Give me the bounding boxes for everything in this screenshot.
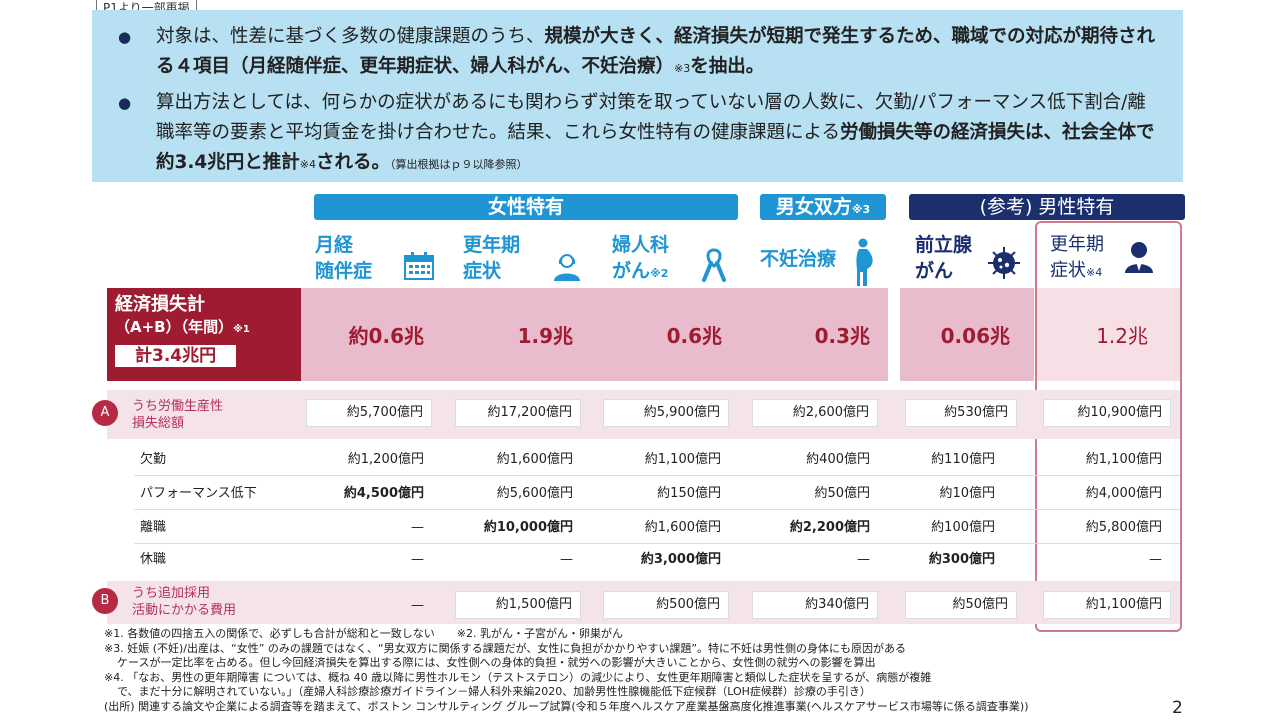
subrow-label: 休職 — [140, 552, 167, 567]
economic-band-prostate — [900, 288, 1034, 381]
subrow-value: 約1,600億円 — [644, 520, 721, 535]
economic-value: 0.3兆 — [814, 324, 870, 348]
subrow-value: 約3,000億円 — [640, 552, 721, 567]
ribbon-icon — [702, 248, 726, 282]
footnote-3: ※3. 妊娠 (不妊)/出産は、“女性” のみの課題ではなく、“男女双方に関係す… — [104, 641, 907, 655]
subrow-value: — — [1149, 552, 1162, 567]
man-icon — [1125, 242, 1153, 273]
source-note: (出所) 関連する論文や企業による調査等を踏まえて、ボストン コンサルティング … — [104, 699, 1029, 713]
subrow-value: 約1,100億円 — [1085, 452, 1162, 467]
row-a-cell: 約10,900億円 — [1043, 399, 1171, 427]
row-a-badge: A — [92, 400, 118, 426]
economic-value: 0.06兆 — [940, 324, 1010, 348]
row-b-cell: 約1,100億円 — [1043, 591, 1171, 619]
subrow-value: — — [857, 552, 870, 567]
row-a-cell: 約530億円 — [905, 399, 1017, 427]
row-b-cell: 約1,500億円 — [455, 591, 581, 619]
footnote-3-cont: ケースが一定比率を占める。但し今回経済損失を算出する際には、女性側への身体的負担… — [117, 656, 876, 669]
economic-loss-label: 経済損失計 （A+B）（年間）※1 計3.4兆円 — [107, 288, 301, 381]
row-b-label: うち追加採用 活動にかかる費用 — [132, 586, 237, 618]
col-header-gyn-cancer: 婦人科 がん※2 — [612, 234, 670, 282]
group-header-women: 女性特有 — [314, 194, 738, 220]
subrow-value: 約10,000億円 — [483, 520, 573, 535]
row-b-cell: 約340億円 — [752, 591, 878, 619]
subrow-value: 約4,000億円 — [1085, 486, 1162, 501]
row-b-value: — — [411, 598, 424, 613]
economic-value: 約0.6兆 — [348, 324, 424, 348]
calendar-icon — [404, 252, 434, 280]
row-a-cell: 約5,900億円 — [603, 399, 729, 427]
footnote-4-cont: で、まだ十分に解明されていない。」（産婦人科診療診療ガイドライン－婦人科外来編2… — [117, 685, 871, 698]
row-a-cell: 約17,200億円 — [455, 399, 581, 427]
row-b-badge: B — [92, 588, 118, 614]
subrow-label: 離職 — [140, 520, 167, 535]
bullet-dot-icon: ● — [118, 94, 132, 112]
row-a-label: うち労働生産性 損失総額 — [132, 399, 224, 431]
divider — [134, 475, 1180, 476]
summary-box: ● 対象は、性差に基づく多数の健康課題のうち、規模が大きく、経済損失が短期で発生… — [92, 10, 1183, 182]
page-number: 2 — [1172, 698, 1183, 718]
subrow-value: 約300億円 — [928, 552, 995, 567]
subrow-value: 約100億円 — [931, 520, 995, 535]
subrow-value: 約1,200億円 — [347, 452, 424, 467]
economic-value: 1.9兆 — [517, 324, 573, 348]
col-header-infertility: 不妊治療 — [760, 248, 837, 270]
row-b-cell: 約50億円 — [905, 591, 1017, 619]
subrow-label: 欠勤 — [140, 452, 167, 467]
divider — [134, 543, 1180, 544]
subrow-value: — — [411, 520, 424, 535]
subrow-label: パフォーマンス低下 — [140, 486, 257, 501]
summary-bullet-1: ● 対象は、性差に基づく多数の健康課題のうち、規模が大きく、経済損失が短期で発生… — [116, 22, 1161, 84]
woman-icon — [554, 254, 580, 281]
bullet-dot-icon: ● — [118, 28, 132, 46]
economic-band-women — [301, 288, 888, 381]
group-header-men: (参考) 男性特有 — [909, 194, 1185, 220]
subrow-value: 約4,500億円 — [343, 486, 424, 501]
col-header-prostate-cancer: 前立腺 がん — [915, 234, 973, 282]
footnote-1: ※1. 各数値の四捨五入の関係で、必ずしも合計が総和と一致しない ※2. 乳がん… — [104, 627, 623, 640]
subrow-value: 約1,100億円 — [644, 452, 721, 467]
economic-value: 0.6兆 — [666, 324, 722, 348]
economic-total-badge: 計3.4兆円 — [115, 345, 237, 367]
subrow-value: 約2,200億円 — [789, 520, 870, 535]
subrow-value: 約1,600億円 — [496, 452, 573, 467]
economic-band-male-menopause — [1037, 288, 1180, 381]
subrow-value: 約50億円 — [814, 486, 870, 501]
subrow-value: 約110億円 — [931, 452, 995, 467]
economic-value: 1.2兆 — [1096, 324, 1148, 348]
subrow-value: — — [411, 552, 424, 567]
row-a-cell: 約5,700億円 — [306, 399, 432, 427]
col-header-menopause-women: 更年期 症状 — [463, 234, 521, 282]
subrow-value: 約150億円 — [657, 486, 721, 501]
virus-icon — [988, 247, 1020, 279]
summary-bullet-2: ● 算出方法としては、何らかの症状があるにも関わらず対策を取っていない層の人数に… — [116, 88, 1161, 180]
pregnant-icon — [856, 238, 873, 286]
subrow-value: 約5,600億円 — [496, 486, 573, 501]
col-header-menopause-men: 更年期 症状※4 — [1050, 234, 1104, 281]
footnote-4: ※4. 「なお、男性の更年期障害 については、概ね 40 歳以降に男性ホルモン（… — [104, 670, 932, 684]
subrow-value: 約400億円 — [806, 452, 870, 467]
group-header-both: 男女双方※3 — [760, 194, 886, 220]
footnotes: ※1. 各数値の四捨五入の関係で、必ずしも合計が総和と一致しない ※2. 乳がん… — [104, 627, 1184, 714]
subrow-value: 約10億円 — [939, 486, 995, 501]
col-header-menstrual: 月経 随伴症 — [315, 234, 373, 282]
subrow-value: 約5,800億円 — [1085, 520, 1162, 535]
row-b-cell: 約500億円 — [603, 591, 729, 619]
row-a-cell: 約2,600億円 — [752, 399, 878, 427]
divider — [134, 509, 1180, 510]
subrow-value: — — [560, 552, 573, 567]
